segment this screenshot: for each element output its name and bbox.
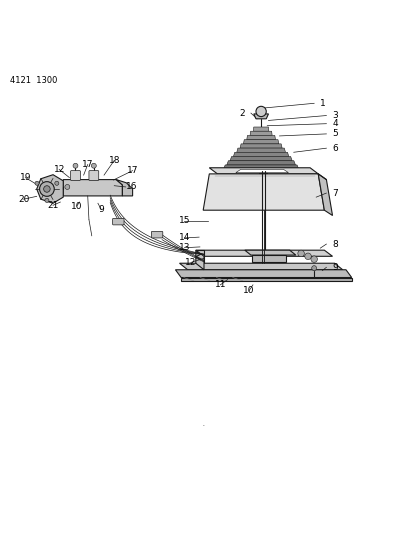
Text: 4121  1300: 4121 1300	[10, 76, 58, 85]
Text: 21: 21	[47, 201, 59, 210]
Text: 12: 12	[185, 258, 197, 267]
Circle shape	[65, 184, 70, 189]
Circle shape	[40, 182, 54, 196]
Circle shape	[55, 181, 59, 185]
Polygon shape	[253, 127, 269, 131]
Polygon shape	[116, 180, 133, 196]
Circle shape	[35, 181, 39, 185]
Text: 1: 1	[320, 99, 326, 108]
Text: 8: 8	[333, 239, 338, 248]
Text: 13: 13	[179, 243, 190, 252]
Polygon shape	[175, 270, 352, 278]
Polygon shape	[244, 140, 279, 144]
Text: 14: 14	[179, 233, 190, 243]
Text: 11: 11	[215, 280, 226, 289]
FancyBboxPatch shape	[89, 171, 99, 180]
Circle shape	[312, 265, 317, 271]
Text: 6: 6	[333, 144, 338, 152]
Text: 9: 9	[98, 205, 104, 214]
Polygon shape	[230, 157, 292, 161]
Text: 10: 10	[71, 201, 82, 211]
Text: 2: 2	[239, 109, 245, 118]
Text: 15: 15	[179, 216, 190, 225]
Text: 12: 12	[53, 165, 65, 174]
Text: 18: 18	[109, 156, 120, 165]
Text: 10: 10	[243, 286, 255, 295]
Polygon shape	[240, 144, 282, 148]
Polygon shape	[254, 114, 268, 119]
Text: 20: 20	[18, 195, 29, 204]
Text: 5: 5	[333, 130, 338, 139]
Circle shape	[45, 198, 49, 203]
Polygon shape	[181, 278, 352, 281]
Circle shape	[91, 163, 96, 168]
Circle shape	[298, 250, 304, 257]
Circle shape	[311, 256, 317, 262]
Text: 4: 4	[333, 119, 338, 128]
Polygon shape	[252, 255, 286, 262]
Polygon shape	[227, 161, 295, 165]
Polygon shape	[209, 168, 318, 174]
Text: ·: ·	[202, 422, 206, 431]
Polygon shape	[203, 174, 324, 210]
Polygon shape	[237, 148, 286, 152]
Text: 17: 17	[82, 160, 93, 169]
Text: 19: 19	[20, 173, 31, 182]
Polygon shape	[196, 250, 204, 263]
Polygon shape	[63, 180, 122, 196]
Circle shape	[305, 253, 311, 260]
Polygon shape	[245, 250, 296, 255]
FancyBboxPatch shape	[151, 231, 163, 238]
Polygon shape	[196, 250, 333, 256]
Polygon shape	[233, 152, 289, 157]
Polygon shape	[247, 135, 275, 140]
Polygon shape	[236, 169, 288, 173]
Polygon shape	[196, 250, 204, 270]
Polygon shape	[250, 131, 272, 135]
Text: 16: 16	[126, 182, 137, 191]
Text: 7: 7	[333, 189, 338, 198]
FancyBboxPatch shape	[71, 171, 80, 180]
FancyBboxPatch shape	[113, 219, 124, 225]
Polygon shape	[224, 165, 299, 169]
Text: 17: 17	[127, 166, 138, 175]
Polygon shape	[318, 174, 333, 215]
Polygon shape	[37, 175, 63, 203]
Circle shape	[256, 106, 266, 117]
Circle shape	[73, 163, 78, 168]
Text: 9: 9	[333, 263, 338, 272]
Text: 3: 3	[333, 111, 338, 120]
Circle shape	[44, 185, 50, 192]
Polygon shape	[180, 263, 343, 270]
